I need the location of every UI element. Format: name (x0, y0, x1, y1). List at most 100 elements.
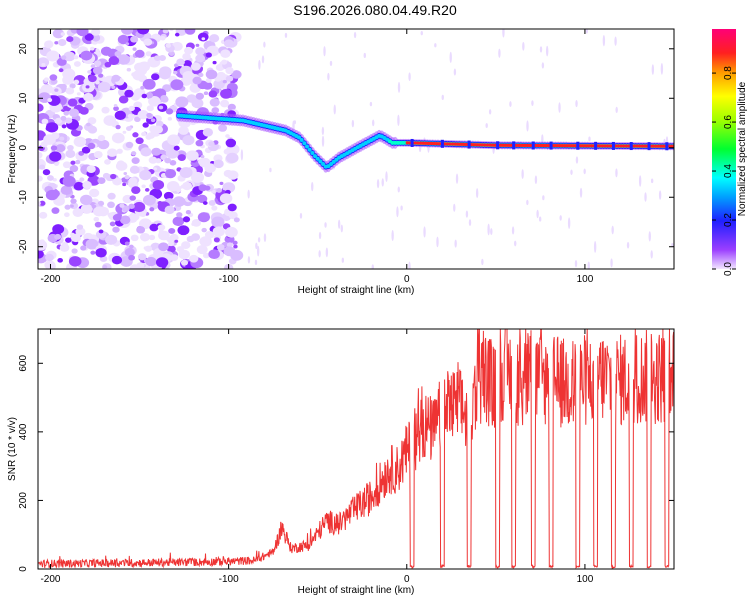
colorbar-tick-label: 0.6 (723, 115, 734, 129)
noise-blob (183, 60, 192, 68)
colorbar-ticks: 0.0 0.2 0.4 0.6 0.8 (712, 66, 736, 276)
noise-blob (111, 255, 123, 265)
noise-blob (104, 61, 112, 68)
noise-streak (408, 261, 411, 269)
noise-blob (122, 130, 127, 134)
ridge-peak (653, 144, 656, 148)
noise-blob (76, 29, 89, 37)
noise-blob (174, 239, 179, 243)
noise-blob (146, 112, 152, 118)
noise-blob (150, 118, 156, 123)
ridge-peak (583, 144, 587, 148)
noise-blob (129, 244, 134, 249)
noise-blob (87, 70, 92, 74)
noise-streak (502, 29, 505, 38)
noise-streak (465, 210, 469, 218)
ridge-peak (412, 141, 416, 145)
ridge-peak (452, 142, 455, 146)
ridge-peak (607, 144, 610, 148)
noise-blob (205, 52, 212, 58)
ridge-core (326, 164, 331, 169)
noise-blob (119, 203, 125, 208)
noise-blob (160, 94, 168, 102)
noise-blob (186, 150, 199, 161)
noise-blob (88, 75, 97, 83)
noise-blob (202, 252, 210, 259)
snr-background (38, 329, 674, 569)
ridge-peak (664, 144, 667, 148)
noise-streak (534, 175, 538, 184)
noise-blob (87, 142, 96, 150)
noise-streak (397, 186, 400, 193)
ridge-peak (444, 142, 448, 146)
ridge-peak (623, 144, 626, 148)
noise-blob (39, 200, 46, 206)
noise-blob (195, 47, 206, 56)
ridge-peak (575, 144, 578, 148)
noise-blob (131, 157, 140, 165)
noise-streak (261, 55, 265, 64)
noise-blob (70, 198, 77, 204)
noise-blob (80, 194, 93, 206)
ridge-peak (548, 144, 551, 148)
noise-blob (137, 29, 150, 35)
noise-blob (202, 128, 214, 137)
noise-streak (614, 36, 617, 46)
noise-streak (615, 106, 618, 114)
noise-blob (204, 231, 215, 239)
noise-blob (168, 241, 175, 247)
ridge-peak (564, 144, 567, 148)
noise-blob (182, 135, 195, 146)
noise-blob (166, 236, 173, 243)
ridge-peak (539, 144, 542, 148)
ridge-peak (599, 144, 603, 148)
noise-blob (105, 234, 118, 245)
noise-streak (363, 52, 366, 59)
noise-blob (168, 227, 176, 234)
noise-blob (94, 80, 100, 85)
noise-blob (51, 207, 60, 214)
noise-blob (98, 229, 104, 234)
noise-blob (114, 50, 122, 57)
colorbar: 0.0 0.2 0.4 0.6 0.8 Normalized spectral ampl… (712, 29, 748, 276)
noise-streak (651, 64, 655, 75)
noise-blob (130, 234, 139, 242)
noise-blob (91, 29, 101, 36)
noise-streak (337, 219, 341, 229)
noise-blob (212, 226, 225, 237)
noise-blob (134, 49, 145, 58)
ridge-peak (651, 144, 654, 148)
ridge-peak (523, 143, 526, 147)
noise-blob (71, 248, 78, 254)
noise-blob (141, 93, 148, 99)
noise-streak (263, 233, 267, 242)
noise-blob (89, 188, 100, 198)
noise-streak (526, 199, 529, 206)
spectrogram-y-label: Frequency (Hz) (7, 115, 18, 184)
noise-blob (196, 244, 208, 255)
noise-blob (148, 96, 161, 107)
noise-streak (385, 171, 388, 183)
ridge-peak (509, 143, 512, 147)
ridge-peak (471, 143, 474, 147)
noise-streak (626, 241, 630, 249)
ridge-core (299, 138, 304, 143)
ridge-peak (519, 143, 522, 147)
ridge-core (305, 144, 310, 149)
noise-blob (97, 134, 106, 142)
noise-blob (75, 159, 81, 165)
noise-blob (113, 106, 119, 112)
noise-blob (73, 181, 84, 191)
noise-blob (80, 245, 87, 251)
noise-blob (198, 184, 208, 192)
noise-blob (68, 108, 80, 117)
noise-blob (202, 81, 213, 90)
noise-blob (137, 110, 149, 120)
snr-y-ticks: 0 200 400 600 (18, 355, 674, 572)
noise-blob (87, 117, 97, 125)
noise-streak (329, 60, 333, 66)
noise-streak (509, 101, 512, 108)
ridge-peak (439, 142, 442, 146)
ridge-peak (596, 144, 599, 148)
noise-streak (650, 250, 653, 259)
